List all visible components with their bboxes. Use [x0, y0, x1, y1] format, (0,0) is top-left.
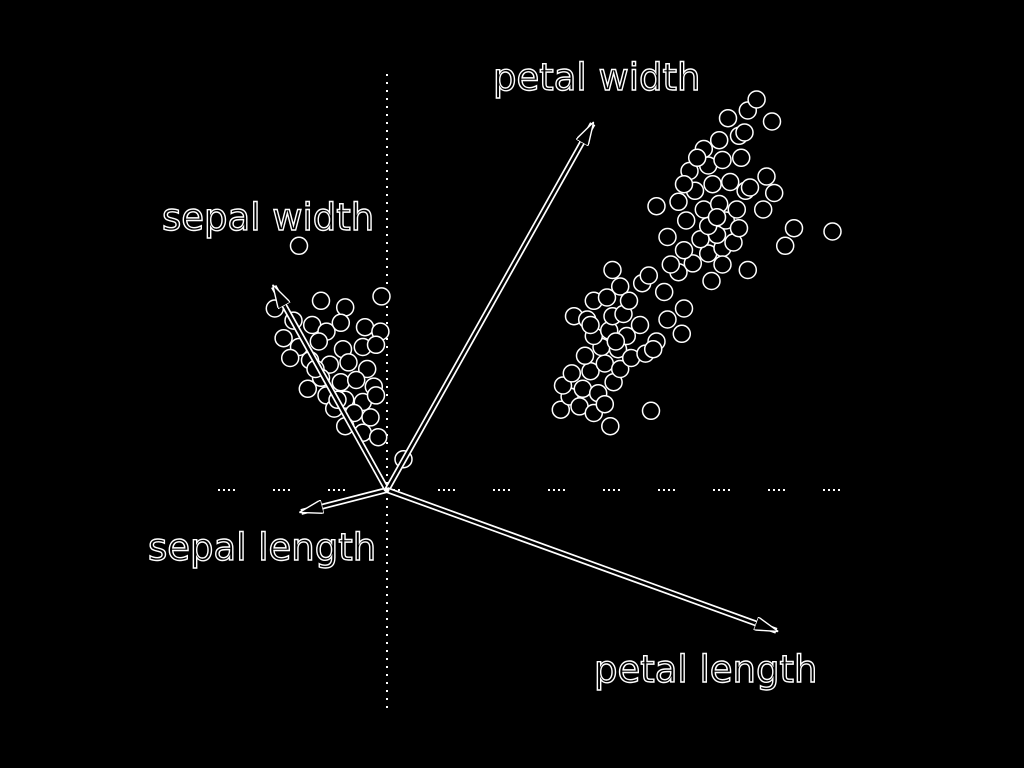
data-point	[775, 236, 795, 256]
data-point	[757, 167, 776, 186]
origin-marker	[384, 487, 390, 493]
data-point	[346, 370, 366, 390]
data-point	[753, 200, 773, 219]
data-point	[683, 254, 703, 273]
data-point	[687, 148, 707, 168]
variable-labels: sepal length sepal width petal width petal …	[147, 55, 818, 691]
data-point	[672, 324, 692, 344]
data-point	[729, 218, 749, 238]
axes	[218, 74, 850, 708]
scatter-points	[265, 90, 842, 469]
data-point	[658, 227, 677, 247]
data-point	[676, 211, 696, 230]
data-point	[669, 192, 688, 212]
data-point	[335, 298, 355, 317]
data-point	[703, 174, 722, 194]
data-point	[762, 112, 782, 131]
data-point	[674, 174, 694, 194]
sepal-width-label: sepal width	[162, 196, 374, 239]
sepal-width-vector	[274, 287, 389, 491]
data-point	[606, 332, 626, 351]
data-point	[309, 332, 329, 351]
data-point	[654, 282, 674, 302]
data-point	[597, 288, 617, 307]
data-point	[361, 408, 380, 427]
data-point	[280, 348, 300, 368]
data-point	[823, 222, 842, 241]
data-point	[581, 315, 600, 335]
data-point	[747, 90, 766, 109]
data-point	[709, 130, 729, 150]
data-point	[357, 359, 377, 379]
data-point	[784, 218, 804, 238]
data-point	[674, 299, 694, 318]
data-point	[595, 394, 615, 414]
data-point	[595, 354, 615, 373]
data-point	[720, 172, 740, 192]
data-point	[601, 416, 620, 436]
data-point	[573, 379, 593, 399]
data-point	[740, 178, 760, 197]
data-point	[643, 339, 663, 359]
data-point	[368, 427, 388, 447]
petal-width-vector	[385, 124, 593, 491]
data-point	[641, 401, 661, 421]
data-point	[718, 108, 738, 128]
data-point	[331, 313, 351, 333]
sepal-length-label: sepal length	[148, 526, 376, 569]
data-point	[298, 379, 318, 399]
data-point	[562, 364, 582, 383]
data-point	[372, 287, 391, 306]
data-point	[738, 260, 758, 280]
data-point	[764, 183, 784, 203]
petal-length-vector	[386, 488, 776, 631]
data-point	[658, 310, 677, 329]
data-point	[707, 207, 727, 227]
data-point	[355, 317, 375, 337]
data-point	[366, 386, 386, 405]
data-point	[274, 328, 293, 348]
data-point	[610, 359, 630, 379]
data-point	[674, 240, 694, 260]
data-point	[731, 148, 751, 168]
data-point	[339, 353, 358, 372]
data-point	[713, 255, 732, 274]
sepal-length-vector	[301, 488, 388, 512]
petal-width-label: petal width	[493, 56, 700, 99]
data-point	[713, 150, 732, 170]
data-point	[735, 123, 754, 142]
data-point	[289, 236, 309, 256]
data-point	[331, 372, 351, 392]
data-point	[702, 271, 721, 291]
data-point	[639, 266, 659, 285]
data-point	[311, 291, 331, 311]
petal-length-label: petal length	[594, 648, 817, 691]
data-point	[575, 346, 595, 366]
data-point	[366, 335, 386, 355]
data-point	[551, 400, 571, 419]
data-point	[619, 291, 639, 311]
data-point	[647, 196, 666, 216]
data-point	[727, 200, 747, 219]
data-point	[603, 260, 622, 280]
data-point	[610, 277, 630, 296]
data-point	[630, 315, 650, 335]
data-point	[661, 255, 681, 274]
variable-vectors	[271, 124, 777, 634]
